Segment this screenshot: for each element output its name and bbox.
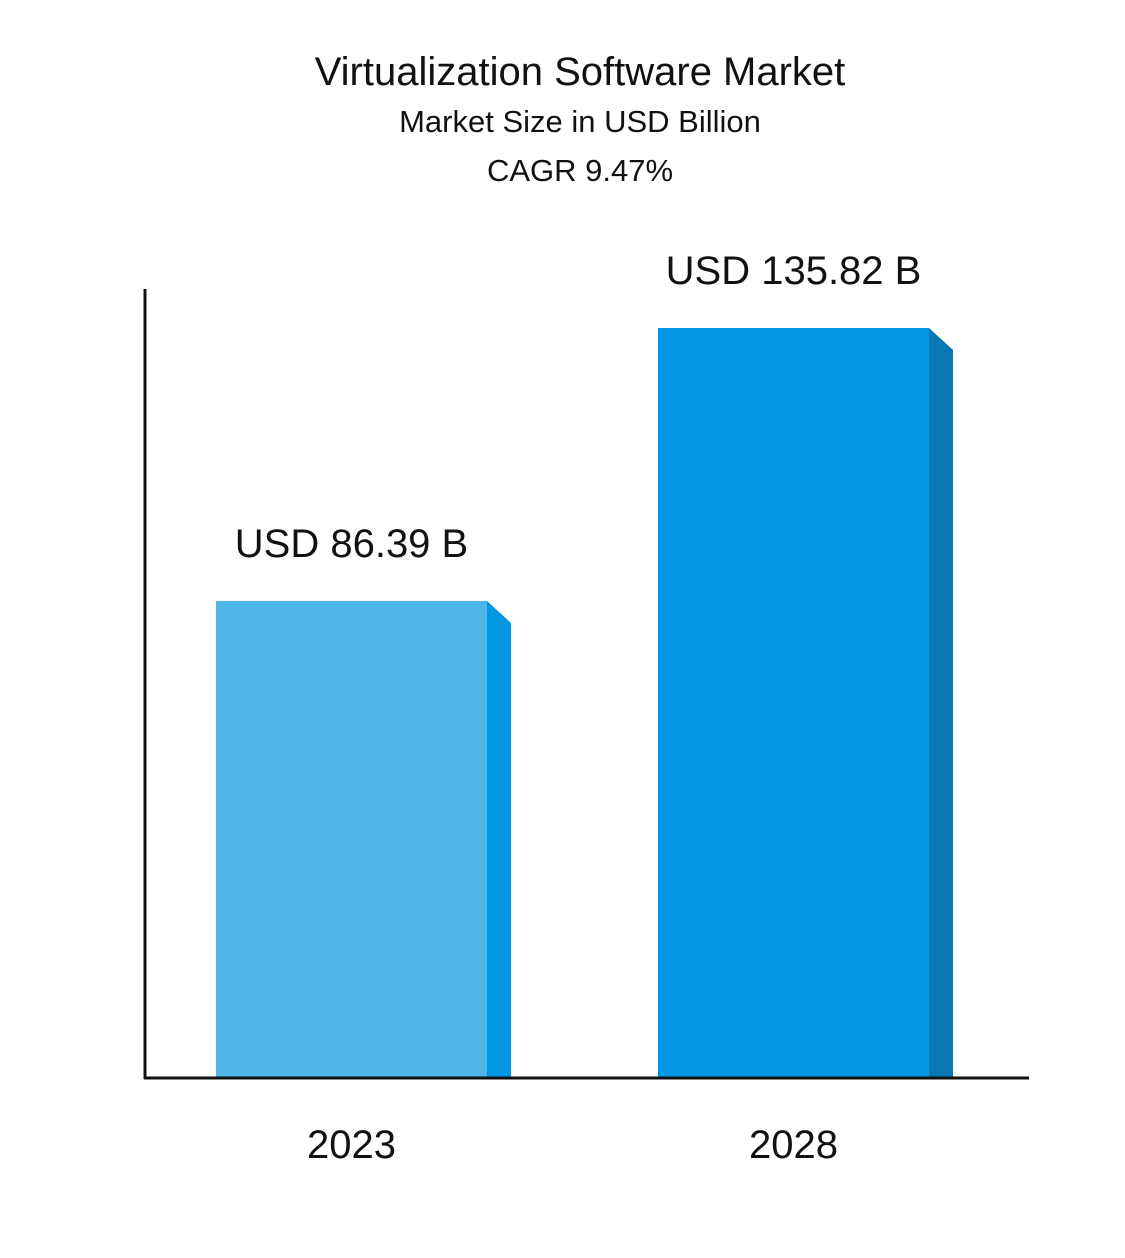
- value-label-2023: USD 86.39 B: [235, 522, 468, 566]
- labels-group: USD 86.39 B 2023 USD 135.82 B 2028: [235, 249, 922, 1167]
- category-label-2028: 2028: [749, 1123, 838, 1167]
- category-label-2023: 2023: [307, 1123, 396, 1167]
- bar-2028: [658, 328, 929, 1078]
- bar-2023: [216, 600, 487, 1078]
- chart-subtitle: Market Size in USD Billion: [399, 104, 761, 139]
- value-label-2028: USD 135.82 B: [666, 249, 922, 293]
- bars-group: [216, 328, 953, 1078]
- chart-title: Virtualization Software Market: [314, 50, 846, 94]
- bar-side-2028: [929, 328, 953, 1078]
- bar-side-2023: [487, 600, 511, 1078]
- cagr-annotation: CAGR 9.47%: [486, 153, 674, 188]
